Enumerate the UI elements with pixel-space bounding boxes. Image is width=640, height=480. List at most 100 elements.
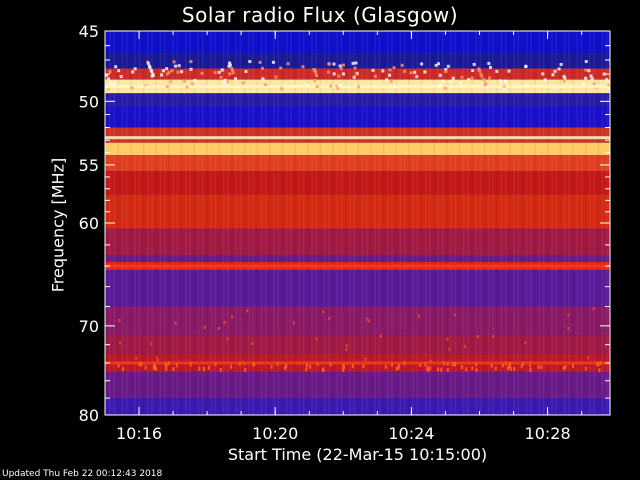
speckle: [472, 62, 476, 66]
speckle: [540, 365, 543, 370]
speckle: [607, 83, 610, 87]
speckle: [313, 79, 317, 83]
texture-stripe: [332, 31, 334, 415]
texture-stripe: [357, 31, 360, 415]
speckle: [193, 78, 197, 82]
freq-band: [105, 255, 610, 262]
speckle: [228, 61, 232, 65]
texture-stripe: [264, 31, 267, 415]
speckle: [470, 76, 474, 80]
speckle: [177, 64, 181, 68]
texture-stripe: [134, 31, 136, 415]
speckle: [400, 63, 404, 67]
speckle: [476, 334, 479, 338]
texture-stripe: [340, 31, 343, 415]
x-tick-label: 10:28: [525, 424, 571, 443]
chart-title: Solar radio Flux (Glasgow): [181, 3, 459, 27]
speckle: [596, 361, 599, 366]
y-tick-label: 70: [79, 317, 99, 336]
texture-stripe: [551, 31, 553, 415]
texture-stripe: [538, 31, 541, 415]
speckle: [119, 341, 122, 345]
speckle: [203, 325, 206, 329]
feature-band: [105, 136, 610, 140]
speckle: [337, 84, 341, 88]
speckle: [437, 367, 440, 372]
speckle: [274, 75, 278, 79]
texture-stripe: [298, 31, 301, 415]
freq-band: [105, 155, 610, 171]
speckle: [490, 363, 493, 368]
texture-stripe: [513, 31, 515, 415]
speckle: [598, 368, 601, 373]
texture-stripe: [446, 31, 448, 415]
texture-stripe: [420, 31, 423, 415]
texture-stripe: [231, 31, 233, 415]
texture-stripe: [227, 31, 229, 415]
y-tick-label: 80: [79, 406, 99, 425]
speckle: [498, 79, 502, 83]
texture-stripe: [277, 31, 280, 415]
speckle: [443, 86, 447, 90]
speckle: [145, 85, 149, 89]
speckle: [415, 75, 419, 79]
speckle: [419, 363, 422, 368]
texture-stripe: [180, 31, 183, 415]
freq-band: [105, 52, 610, 69]
speckle: [156, 358, 159, 362]
speckle: [423, 70, 427, 74]
speckle: [520, 364, 523, 369]
speckle: [226, 80, 230, 84]
speckle: [384, 364, 387, 369]
speckle: [586, 356, 589, 360]
speckle: [426, 368, 429, 373]
speckle: [391, 362, 394, 367]
speckle: [117, 69, 121, 73]
speckle: [155, 366, 158, 371]
speckle: [180, 70, 184, 74]
speckle: [449, 79, 453, 83]
y-tick-label: 50: [79, 92, 99, 111]
texture-stripe: [184, 31, 187, 415]
x-tick-label: 10:16: [116, 424, 162, 443]
speckle: [172, 367, 175, 372]
speckle: [167, 71, 171, 75]
texture-stripe: [403, 31, 406, 415]
speckle: [587, 69, 591, 73]
speckle: [584, 68, 588, 72]
feature-band: [105, 264, 610, 268]
x-tick-label: 10:20: [252, 424, 298, 443]
speckle: [381, 69, 385, 73]
speckle: [329, 84, 333, 88]
speckle: [305, 367, 308, 372]
speckle: [541, 72, 545, 76]
speckle: [113, 81, 117, 85]
speckle: [584, 60, 588, 64]
speckle: [285, 364, 288, 369]
speckle: [280, 87, 284, 91]
speckle: [263, 83, 267, 87]
speckle: [397, 363, 400, 368]
speckle: [105, 73, 109, 77]
texture-stripe: [256, 31, 259, 415]
texture-stripe: [458, 31, 461, 415]
speckle: [564, 364, 567, 369]
freq-band: [105, 398, 610, 415]
texture-stripe: [193, 31, 195, 415]
speckle: [321, 367, 324, 372]
speckle: [286, 62, 290, 66]
speckle: [146, 61, 150, 65]
speckle: [529, 368, 532, 373]
speckle: [392, 66, 396, 70]
texture-stripe: [500, 31, 503, 415]
speckle: [458, 81, 462, 85]
speckle: [420, 62, 424, 66]
speckle: [117, 363, 120, 368]
texture-stripe: [302, 31, 305, 415]
speckle: [553, 69, 557, 73]
speckle: [506, 366, 509, 371]
texture-stripe: [344, 31, 347, 415]
texture-stripe: [294, 31, 296, 415]
speckle: [341, 72, 345, 76]
speckle: [217, 326, 220, 330]
